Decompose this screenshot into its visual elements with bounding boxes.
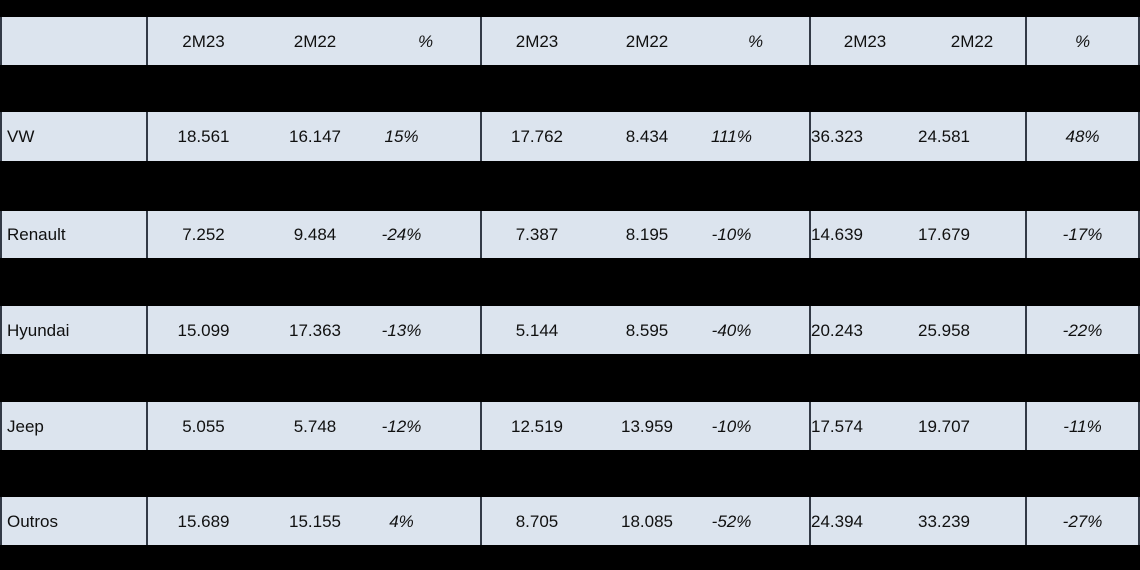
value-cell: 5.055 xyxy=(182,416,225,436)
redacted-band xyxy=(0,258,1140,306)
value-cell: 36.323 xyxy=(811,127,863,146)
value-cell: 17.574 xyxy=(811,416,863,436)
row-label: Outros xyxy=(0,497,148,545)
value-cell: 4% xyxy=(371,497,482,545)
value-cell: 8.595 xyxy=(625,320,669,340)
value-cell: 8.705 xyxy=(515,511,559,531)
value-cell: 17.679 xyxy=(918,211,1027,258)
value-cell: 15% xyxy=(371,112,482,161)
header-cell: 2M22 xyxy=(625,31,669,51)
value-cell: -24% xyxy=(371,211,482,258)
row-label: Jeep xyxy=(0,402,148,450)
redacted-band xyxy=(0,450,1140,497)
value-cell: 5.144 xyxy=(515,320,559,340)
value-cell: 14.639 xyxy=(811,225,863,244)
value-cell: 33.239 xyxy=(918,497,1027,545)
value-cell: 8.195 xyxy=(625,225,669,244)
header-cell: 2M22 xyxy=(919,17,1027,65)
redacted-band xyxy=(0,545,1140,570)
value-cell: 9.484 xyxy=(293,225,337,244)
table-row: Jeep 5.055 5.748 -12% 12.519 13.959 -10%… xyxy=(0,402,1140,450)
value-cell: 8.434 xyxy=(625,127,669,146)
value-cell: -22% xyxy=(1027,306,1140,354)
table-row: Hyundai 15.099 17.363 -13% 5.144 8.595 -… xyxy=(0,306,1140,354)
value-cell: 13.959 xyxy=(621,416,673,436)
value-cell: 16.147 xyxy=(289,127,341,146)
redacted-band xyxy=(0,65,1140,112)
value-cell: 20.243 xyxy=(811,320,863,340)
header-row: 2M23 2M22 % 2M23 2M22 % 2M23 2M22 % xyxy=(0,17,1140,65)
value-cell: 111% xyxy=(702,112,811,161)
value-cell: 18.561 xyxy=(177,127,230,146)
value-cell: -10% xyxy=(702,402,811,450)
header-cell: % xyxy=(702,17,811,65)
value-cell: -27% xyxy=(1027,497,1140,545)
row-label: Hyundai xyxy=(0,306,148,354)
value-cell: 7.387 xyxy=(515,225,559,244)
value-cell: 19.707 xyxy=(918,402,1027,450)
value-cell: 17.363 xyxy=(289,320,341,340)
value-cell: -13% xyxy=(371,306,482,354)
value-cell: 24.394 xyxy=(811,511,863,531)
redacted-band xyxy=(0,0,1140,17)
value-cell: 15.689 xyxy=(177,511,230,531)
header-cell: 2M22 xyxy=(293,31,337,51)
table-row: Outros 15.689 15.155 4% 8.705 18.085 -52… xyxy=(0,497,1140,545)
value-cell: -11% xyxy=(1027,402,1140,450)
redacted-band xyxy=(0,161,1140,211)
value-cell: -12% xyxy=(371,402,482,450)
value-cell: -52% xyxy=(702,497,811,545)
table-row: Renault 7.252 9.484 -24% 7.387 8.195 -10… xyxy=(0,211,1140,258)
header-cell: 2M23 xyxy=(182,31,225,51)
row-label: VW xyxy=(0,112,148,161)
value-cell: -17% xyxy=(1027,211,1140,258)
header-label-cell xyxy=(0,17,148,65)
value-cell: 17.762 xyxy=(511,127,563,146)
table-row: VW 18.561 16.147 15% 17.762 8.434 111% 3… xyxy=(0,112,1140,161)
value-cell: 15.155 xyxy=(289,511,341,531)
value-cell: 24.581 xyxy=(918,112,1027,161)
redacted-band xyxy=(0,354,1140,402)
header-cell: % xyxy=(371,17,482,65)
row-label: Renault xyxy=(0,211,148,258)
header-cell: % xyxy=(1027,17,1140,65)
value-cell: 48% xyxy=(1027,112,1140,161)
value-cell: 25.958 xyxy=(918,306,1027,354)
value-cell: -40% xyxy=(702,306,811,354)
value-cell: -10% xyxy=(702,211,811,258)
value-cell: 12.519 xyxy=(511,416,563,436)
value-cell: 5.748 xyxy=(293,416,337,436)
header-cell: 2M23 xyxy=(515,31,559,51)
value-cell: 18.085 xyxy=(621,511,673,531)
header-cell: 2M23 xyxy=(843,31,887,51)
value-cell: 15.099 xyxy=(177,320,230,340)
value-cell: 7.252 xyxy=(182,225,225,244)
